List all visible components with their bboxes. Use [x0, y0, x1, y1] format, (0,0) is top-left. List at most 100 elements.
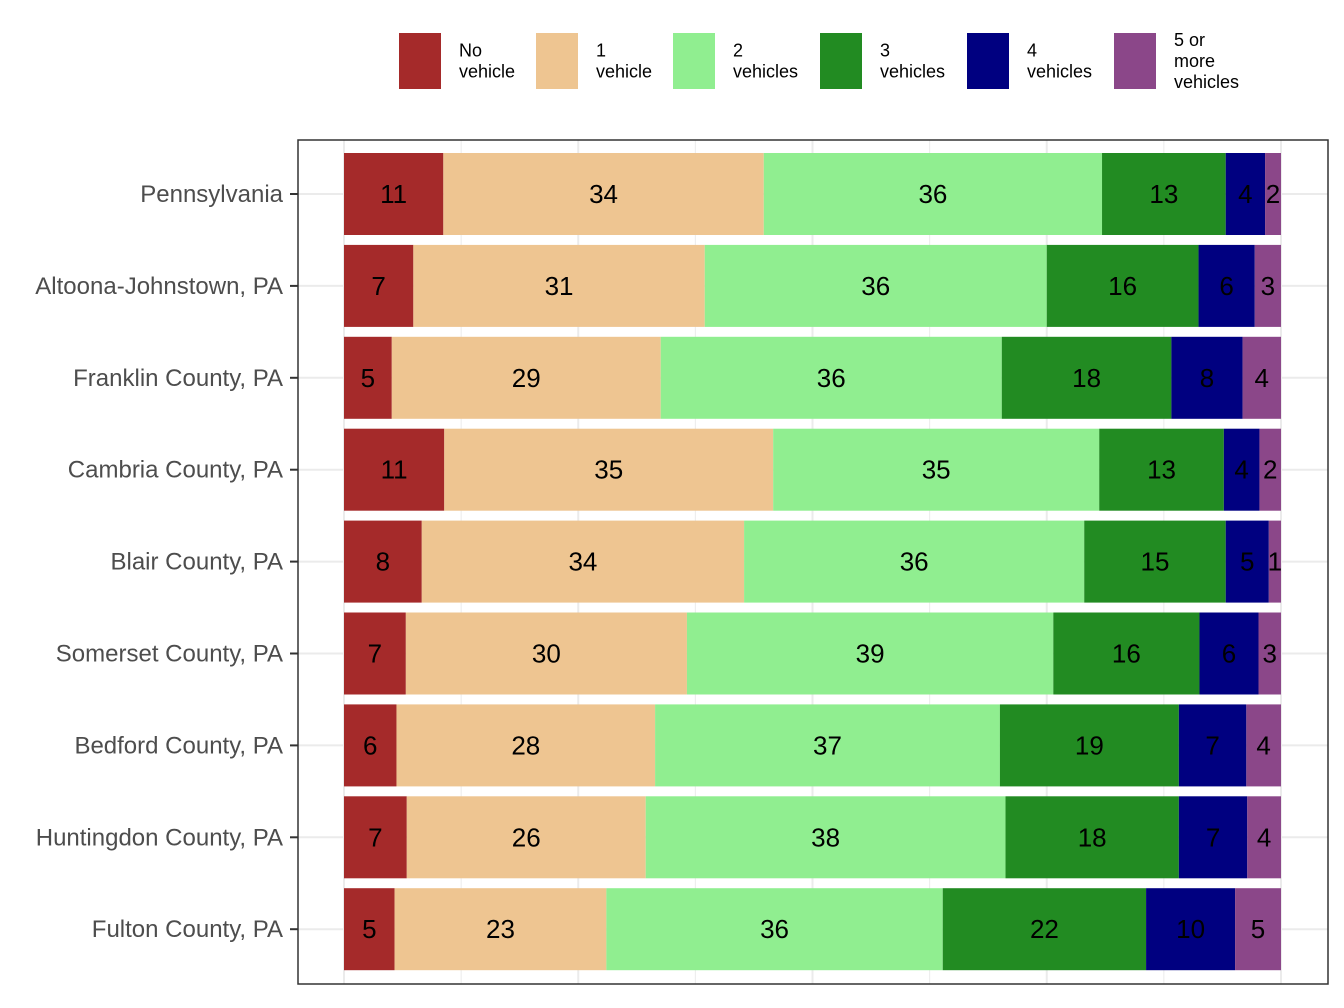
bar-value-label: 7 — [368, 639, 382, 669]
bar-value-label: 6 — [1222, 639, 1236, 669]
bar-value-label: 3 — [1261, 271, 1275, 301]
bar-segment — [1005, 796, 1179, 879]
bar-value-label: 16 — [1108, 271, 1137, 301]
legend-label: more — [1174, 51, 1215, 71]
bar-segment — [344, 612, 406, 695]
bar-segment — [942, 888, 1147, 971]
bar-value-label: 4 — [1234, 455, 1248, 485]
bar-value-label: 11 — [380, 179, 407, 209]
bar-segment — [344, 428, 445, 511]
bar-value-label: 6 — [363, 730, 377, 760]
y-axis: Pennsylvania Altoona-Johnstown, PA Frankli… — [35, 181, 298, 943]
bar-value-label: 1 — [1268, 547, 1282, 577]
y-axis-tick-label: Huntingdon County, PA — [36, 824, 283, 851]
bar-segment — [421, 520, 745, 603]
y-axis-tick-label: Fulton County, PA — [92, 916, 283, 943]
bar-value-label: 35 — [594, 455, 623, 485]
bar-value-label: 36 — [817, 363, 846, 393]
bar-value-label: 39 — [856, 639, 885, 669]
legend-key — [399, 33, 441, 89]
bar-segment — [1178, 796, 1248, 879]
bar-segment — [344, 796, 407, 879]
bar-segment — [1235, 888, 1281, 971]
bar-segment — [660, 336, 1002, 419]
bar-value-label: 16 — [1112, 639, 1141, 669]
bar-segment — [655, 704, 1000, 787]
bar-segment — [1225, 520, 1269, 603]
legend-key — [1114, 33, 1156, 89]
bar-segment — [405, 612, 687, 695]
bar-segment — [443, 153, 764, 235]
bar-value-label: 38 — [811, 822, 840, 852]
legend-key — [536, 33, 578, 89]
bar-segment — [344, 888, 395, 971]
bar-segment — [773, 428, 1100, 511]
bar-segment — [645, 796, 1006, 879]
bar-segment — [1171, 336, 1243, 419]
bar-value-label: 11 — [381, 455, 408, 485]
bar-segment — [686, 612, 1054, 695]
bar-segment — [1099, 428, 1224, 511]
y-axis-tick-label: Altoona-Johnstown, PA — [35, 273, 283, 300]
bar-value-label: 7 — [368, 822, 382, 852]
bar-segment — [1102, 153, 1226, 235]
bar-value-label: 5 — [1240, 547, 1254, 577]
bar-value-label: 6 — [1219, 271, 1233, 301]
bar-value-label: 5 — [362, 914, 376, 944]
bar-value-label: 36 — [760, 914, 789, 944]
bar-segment — [1001, 336, 1172, 419]
legend-label: 2 — [733, 41, 743, 61]
bar-value-label: 37 — [813, 730, 842, 760]
bar-value-label: 7 — [371, 271, 385, 301]
y-axis-tick-label: Cambria County, PA — [68, 457, 283, 484]
bar-segment — [1242, 336, 1281, 419]
legend-label: 3 — [880, 41, 890, 61]
legend-label: 1 — [596, 41, 606, 61]
bar-value-label: 4 — [1256, 730, 1270, 760]
legend-label: 4 — [1027, 41, 1037, 61]
bar-value-label: 8 — [376, 547, 390, 577]
bar-segment — [1053, 612, 1200, 695]
bar-segment — [1084, 520, 1226, 603]
bar-value-label: 4 — [1238, 179, 1252, 209]
bar-value-label: 10 — [1176, 914, 1205, 944]
bar-segment — [1223, 428, 1260, 511]
bar-segment — [344, 153, 444, 235]
bar-segment — [1258, 612, 1281, 695]
bar-segment — [413, 244, 705, 327]
bar-segment — [344, 244, 414, 327]
bar-value-label: 2 — [1266, 179, 1280, 209]
bar-value-label: 3 — [1263, 639, 1277, 669]
bar-value-label: 31 — [545, 271, 574, 301]
bar-segment — [394, 888, 607, 971]
bar-value-label: 18 — [1078, 822, 1107, 852]
bar-segment — [1225, 153, 1266, 235]
bar-value-label: 36 — [918, 179, 947, 209]
bar-segment — [1247, 796, 1281, 879]
bar-segment — [396, 704, 656, 787]
bar-value-label: 29 — [512, 363, 541, 393]
bar-value-label: 36 — [861, 271, 890, 301]
bar-value-label: 13 — [1149, 179, 1178, 209]
bar-segment — [999, 704, 1179, 787]
legend-label: vehicle — [459, 62, 515, 82]
bar-segment — [1265, 153, 1281, 235]
bar-value-label: 4 — [1255, 363, 1269, 393]
bar-segment — [344, 520, 422, 603]
bar-value-label: 7 — [1206, 822, 1220, 852]
bar-segment — [606, 888, 943, 971]
bar-segment — [1198, 244, 1255, 327]
bar-segment — [1254, 244, 1281, 327]
bar-value-label: 4 — [1257, 822, 1271, 852]
legend-label: vehicles — [1027, 62, 1092, 82]
bar-value-label: 22 — [1030, 914, 1059, 944]
legend-label: vehicles — [733, 62, 798, 82]
bar-value-label: 28 — [511, 730, 540, 760]
bar-value-label: 2 — [1263, 455, 1277, 485]
bar-segment — [763, 153, 1103, 235]
